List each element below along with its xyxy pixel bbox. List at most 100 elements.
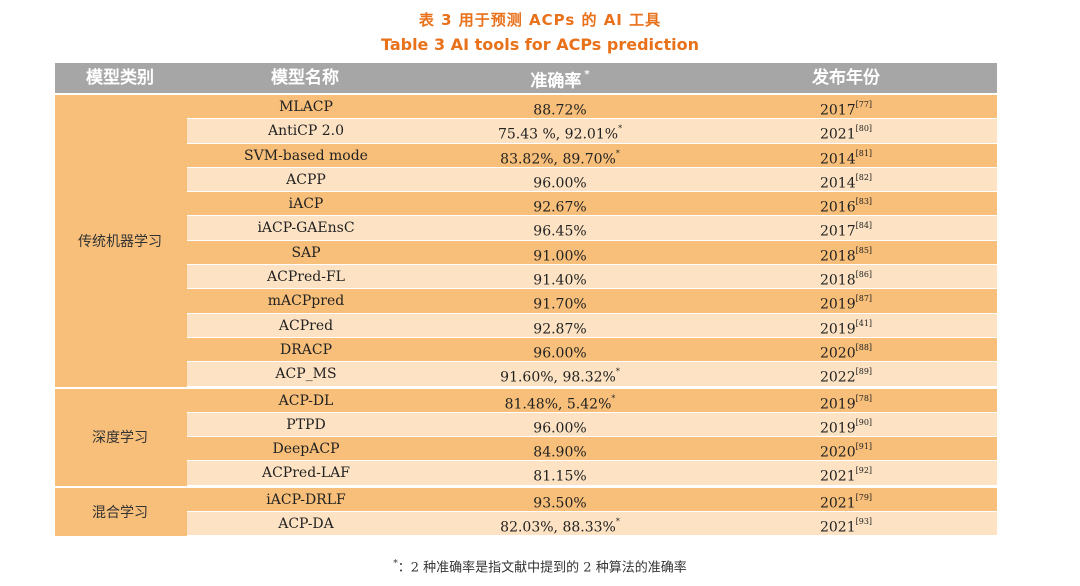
footnote-mark: * [393,559,398,569]
accuracy-mark: * [615,148,620,158]
table-row: DRACP 96.00% 2020[88] [187,337,997,363]
model-name-cell: iACP-GAEnsC [257,220,355,237]
table-title-en: Table 3 AI tools for ACPs prediction [380,35,700,54]
accuracy-cell: 75.43 %, 92.01%* [425,119,695,143]
header-accuracy: 准确率 * [425,63,695,93]
year-cell: 2016[83] [695,192,997,216]
footnote: *：2 种准确率是指文献中提到的 2 种算法的准确率 [0,553,1080,575]
year-value: 2022 [819,369,856,386]
accuracy-cell: 91.70% [425,289,695,314]
year-cell: 2014[82] [695,168,997,192]
model-name-cell: ACP_MS [275,366,337,383]
accuracy-value: 83.82%, 89.70% [500,151,616,168]
header-year: 发布年份 [812,68,880,88]
model-name-cell: iACP [288,196,324,213]
year-value: 2021 [819,495,856,512]
header-name: 模型名称 [271,68,339,88]
accuracy-value: 93.50% [533,495,587,512]
category-cell: 传统机器学习 [78,233,162,250]
table-title-cn: 表 3 用于预测 ACPs 的 AI 工具 [418,11,662,29]
accuracy-value: 96.00% [533,345,587,362]
accuracy-value: 96.00% [533,420,587,437]
accuracy-value: 91.60%, 98.32% [500,369,616,386]
category-cell: 混合学习 [92,505,148,522]
reference-mark: [78] [855,393,873,403]
model-name-cell: DeepACP [272,441,340,458]
ai-tools-table: 模型类别 模型名称 准确率 * 发布年份 传统机器学习 MLACP 88.72% 201… [55,63,997,537]
table-row: iACP 92.67% 2016[83] [187,192,997,217]
accuracy-value: 82.03%, 88.33% [500,519,616,536]
table-row: ACP-DA 82.03%, 88.33%* 2021[93] [187,512,997,537]
year-cell: 2019[41] [695,314,997,338]
table-row: ACP-DL 81.48%, 5.42%* 2019[78] [187,388,997,413]
accuracy-cell: 83.82%, 89.70%* [425,144,695,168]
year-cell: 2018[85] [695,241,997,265]
year-cell: 2021[93] [695,512,997,536]
model-name-cell: ACPP [286,171,326,188]
reference-mark: [79] [855,492,873,502]
model-name-cell: AntiCP 2.0 [267,123,345,140]
year-value: 2019 [819,420,856,437]
accuracy-cell: 91.40% [425,265,695,289]
accuracy-value: 88.72% [533,102,587,119]
model-name-cell: MLACP [279,99,333,115]
accuracy-value: 91.70% [533,297,587,314]
table-row: SAP 91.00% 2018[85] [187,240,997,266]
accuracy-cell: 91.00% [425,241,695,264]
accuracy-value: 91.40% [533,272,587,289]
accuracy-value: 96.45% [533,224,587,241]
accuracy-cell: 82.03%, 88.33%* [425,512,695,536]
year-value: 2014 [819,151,856,168]
reference-mark: [87] [855,294,873,304]
accuracy-cell: 81.48%, 5.42%* [425,389,695,413]
reference-mark: [83] [855,197,873,207]
model-name-cell: SVM-based mode [244,147,368,164]
model-name-cell: ACPred-LAF [261,465,351,482]
accuracy-value: 84.90% [533,444,587,461]
header-category: 模型类别 [86,68,154,88]
year-value: 2021 [819,469,856,486]
reference-mark: [89] [855,367,873,377]
model-name-cell: ACP-DL [278,392,334,409]
reference-mark: [84] [855,221,873,231]
reference-mark: [82] [855,172,873,182]
model-name-cell: ACP-DA [278,516,334,533]
year-value: 2019 [819,396,856,413]
table-row: ACPred-LAF 81.15% 2021[92] [187,461,997,486]
accuracy-mark: * [615,517,620,527]
year-value: 2016 [819,199,856,216]
reference-mark: [77] [855,100,873,109]
table-header: 模型类别 模型名称 准确率 * 发布年份 [55,63,997,93]
footnote-text: ：2 种准确率是指文献中提到的 2 种算法的准确率 [397,560,687,576]
table-row: mACPpred 91.70% 2019[87] [187,289,997,314]
accuracy-value: 92.67% [533,199,587,216]
table-row: ACP_MS 91.60%, 98.32%* 2022[89] [187,362,997,387]
accuracy-value: 96.00% [533,175,587,192]
year-cell: 2021[92] [695,461,997,486]
year-value: 2017 [819,224,856,241]
table-row: DeepACP 84.90% 2020[91] [187,437,997,462]
year-cell: 2019[87] [695,289,997,313]
year-value: 2019 [819,321,856,338]
accuracy-cell: 84.90% [425,437,695,461]
model-name-cell: DRACP [279,341,332,358]
table-row: SVM-based mode 83.82%, 89.70%* 2014[81] [187,143,997,168]
accuracy-cell: 96.45% [425,216,695,241]
table-row: ACPred-FL 91.40% 2018[86] [187,265,997,290]
year-cell: 2020[88] [695,338,997,362]
model-name-cell: PTPD [286,416,326,433]
table-row: ACPP 96.00% 2014[82] [187,167,997,193]
accuracy-mark: * [618,124,623,134]
accuracy-value: 75.43 %, 92.01% [497,126,619,143]
table-row: iACP-GAEnsC 96.45% 2017[84] [187,216,997,241]
accuracy-value: 81.48%, 5.42% [504,396,612,413]
header-accuracy-label: 准确率 [530,71,582,92]
year-value: 2020 [819,345,856,362]
accuracy-cell: 96.00% [425,338,695,362]
year-cell: 2019[90] [695,413,997,437]
model-name-cell: iACP-DRLF [266,491,346,508]
year-cell: 2017[84] [695,216,997,241]
year-cell: 2014[81] [695,144,997,168]
reference-mark: [85] [855,245,873,255]
year-value: 2018 [819,248,856,265]
